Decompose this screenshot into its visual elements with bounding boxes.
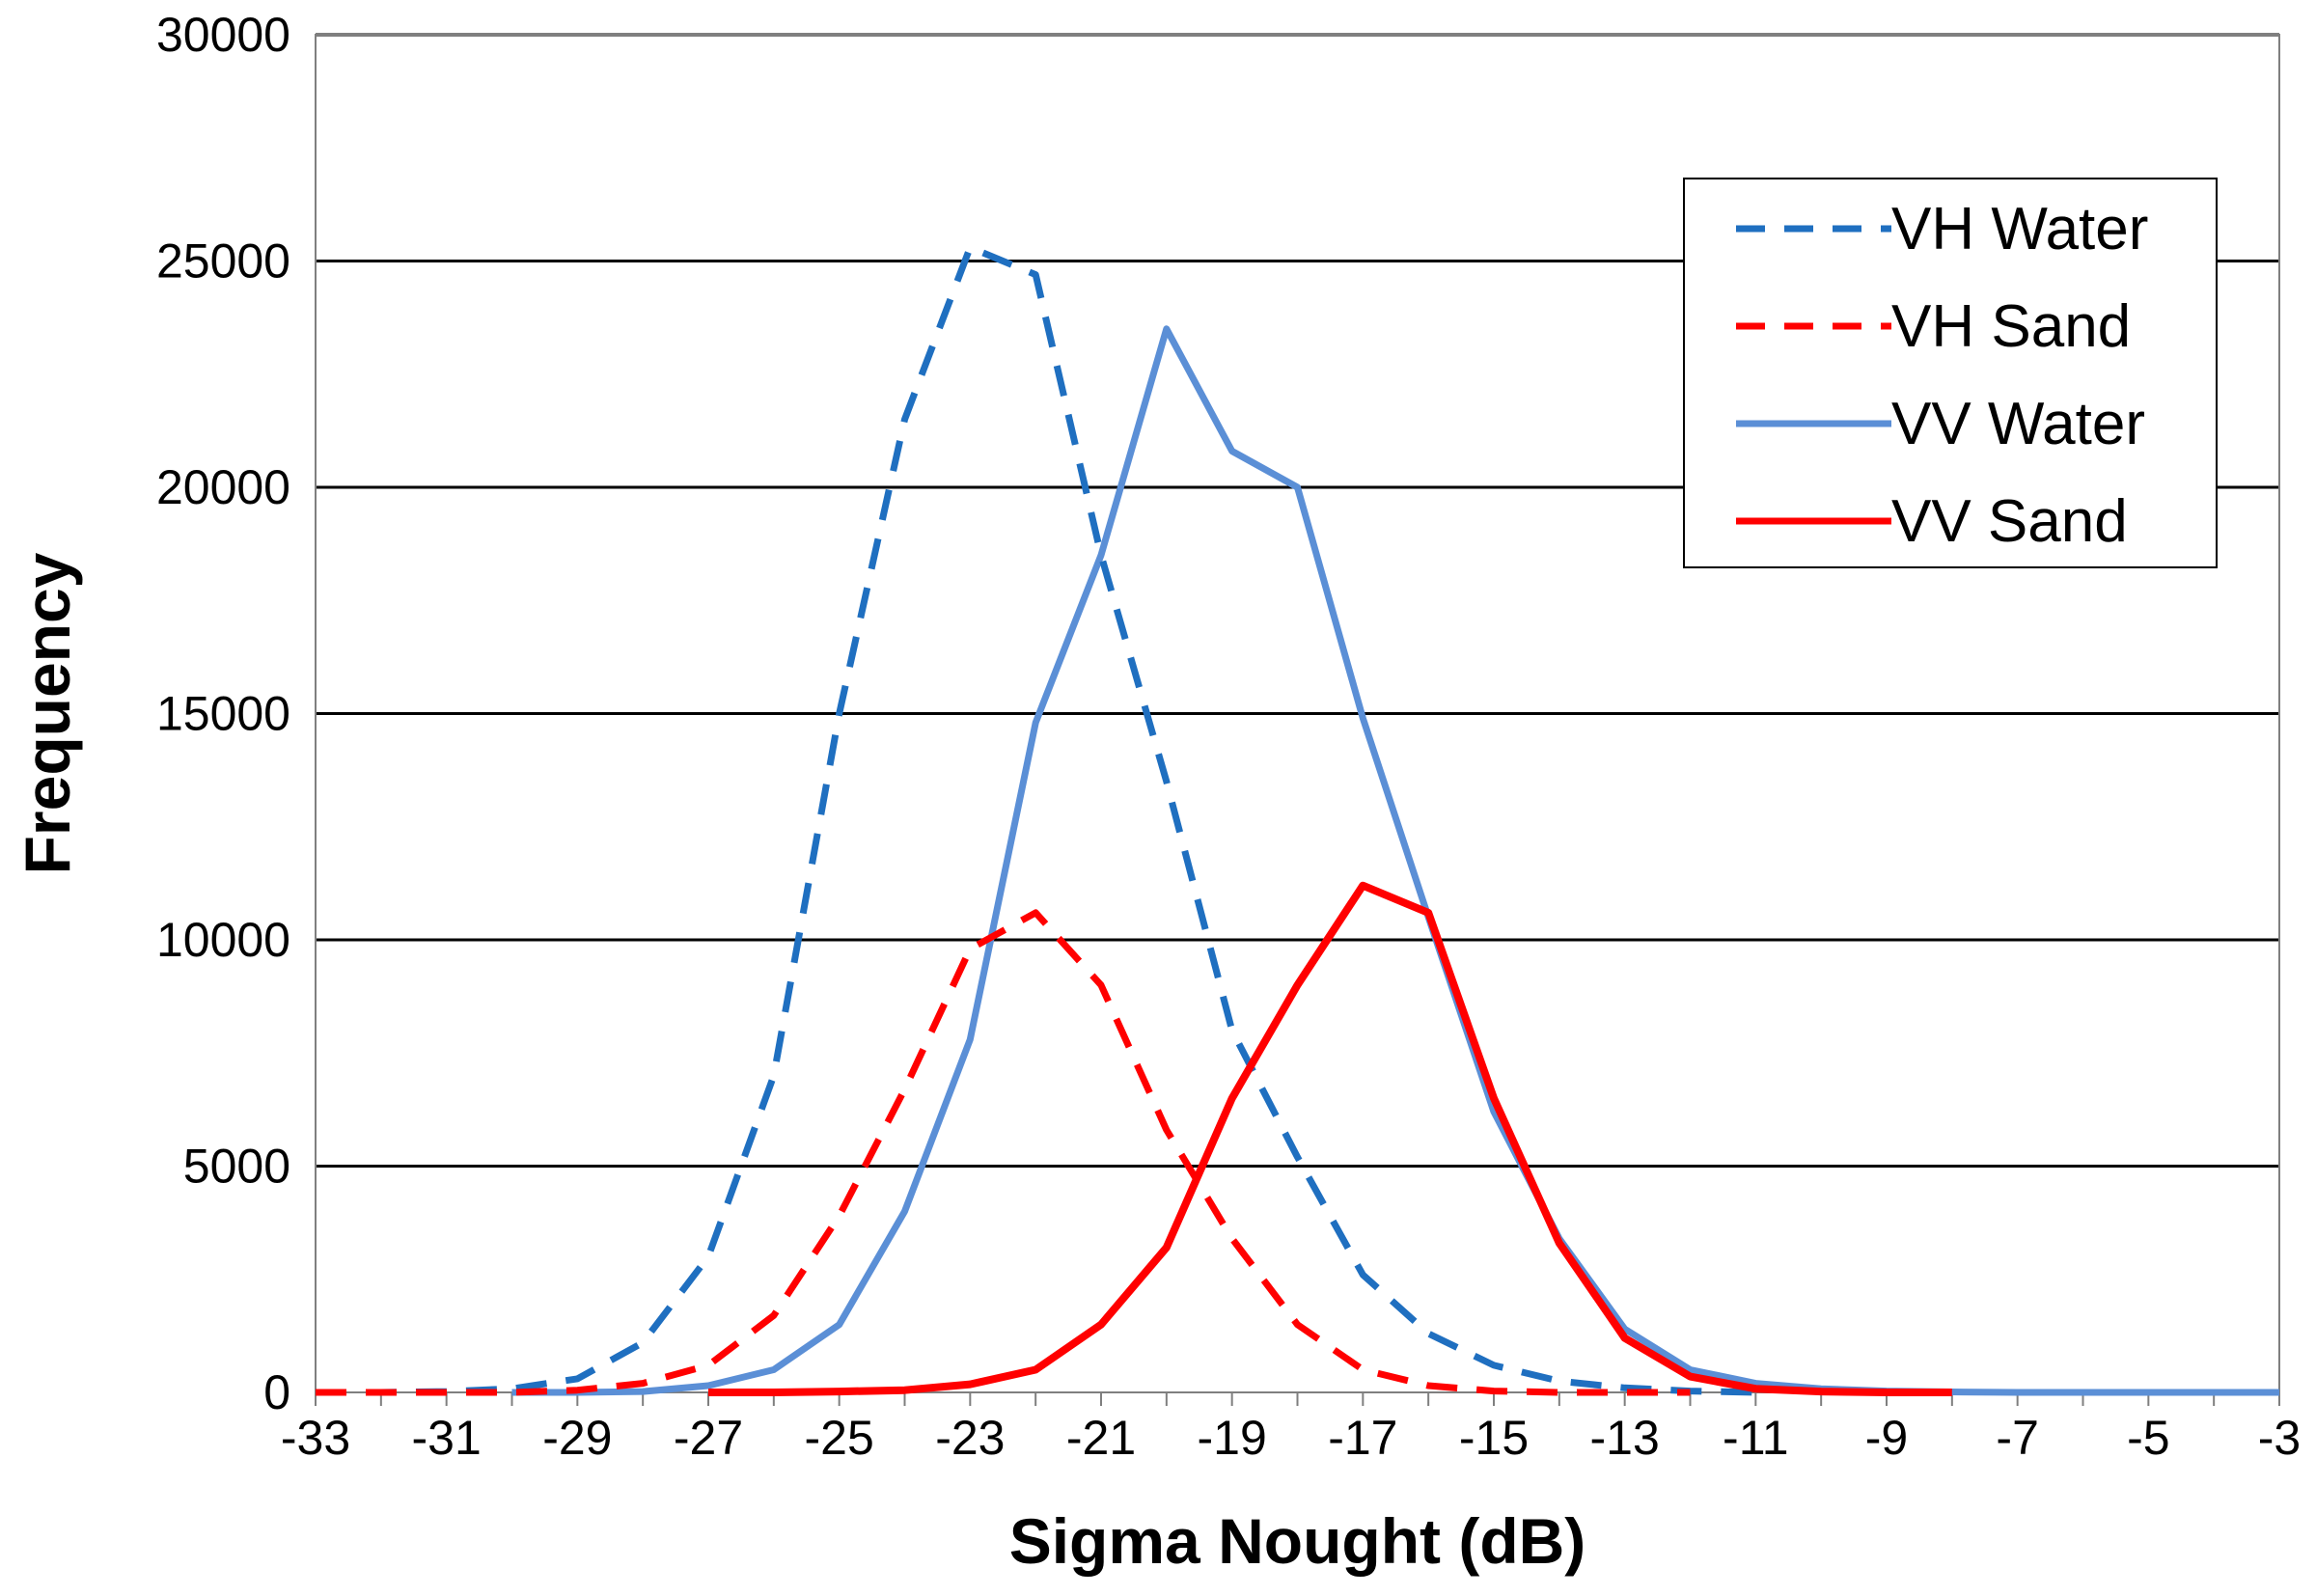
series-lines [316,243,2279,1396]
series-line-vv-water [511,325,2279,1396]
series-line-vv-sand [708,881,1952,1396]
x-tick-label: -15 [1459,1411,1529,1465]
legend-label: VH Sand [1891,293,2131,360]
x-tick-label: -9 [1865,1411,1908,1465]
series-line-vh-sand [316,909,1691,1396]
x-tick-labels: -33 -31 -29 -27 -25 -23 -21 -19 -17 -15 -13 -11 -9 -7… [281,1411,2301,1465]
x-tick-label: -17 [1328,1411,1397,1465]
x-tick-label: -25 [805,1411,874,1465]
y-tick-label: 15000 [156,687,290,741]
legend-item-vh-sand: VH Sand [1736,293,2131,360]
x-tick-label: -33 [281,1411,350,1465]
x-tick-label: -5 [2127,1411,2169,1465]
y-tick-label: 5000 [183,1140,290,1194]
x-tick-label: -21 [1066,1411,1136,1465]
x-tick-label: -31 [412,1411,482,1465]
legend-box [1683,178,2218,568]
legend-item-vv-sand: VV Sand [1736,488,2128,555]
x-axis-title: Sigma Nought (dB) [1009,1505,1586,1577]
x-tick-label: -19 [1198,1411,1267,1465]
legend-item-vv-water: VV Water [1736,391,2145,457]
y-tick-label: 30000 [156,8,290,62]
legend-label: VV Water [1891,391,2145,457]
x-tick-label: -11 [1723,1411,1789,1465]
series-line-vh-water [316,243,1756,1396]
legend-label: VV Sand [1891,488,2128,555]
y-tick-labels: 0 5000 10000 15000 20000 25000 30000 [156,8,290,1419]
x-tick-label: -3 [2258,1411,2301,1465]
y-tick-label: 20000 [156,460,290,514]
legend-label: VH Water [1891,196,2148,262]
y-tick-label: 10000 [156,913,290,967]
y-axis-title: Frequency [12,552,83,874]
legend-items: VH Water VH Sand VV Water VV Sand [1736,196,2148,555]
x-tick-label: -29 [542,1411,612,1465]
legend: VH Water VH Sand VV Water VV Sand [1683,178,2218,568]
x-tick-label: -27 [674,1411,743,1465]
y-tick-label: 0 [263,1365,290,1419]
legend-item-vh-water: VH Water [1736,196,2148,262]
x-tick-label: -7 [1996,1411,2038,1465]
y-tick-label: 25000 [156,234,290,289]
x-tick-label: -23 [935,1411,1005,1465]
x-tick-label: -13 [1590,1411,1660,1465]
